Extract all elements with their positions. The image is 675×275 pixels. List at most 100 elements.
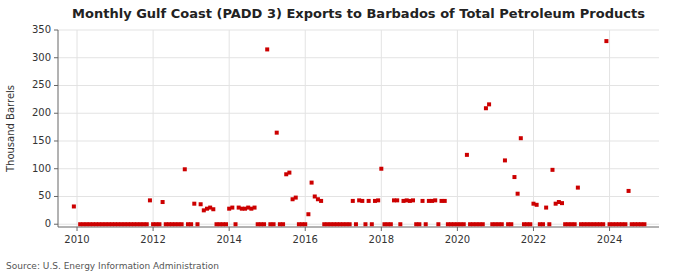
x-tick-label: 2018 bbox=[369, 234, 394, 245]
y-tick bbox=[54, 224, 58, 225]
point bbox=[348, 222, 352, 226]
point bbox=[360, 199, 364, 203]
point bbox=[481, 222, 485, 226]
point bbox=[627, 189, 631, 193]
point bbox=[512, 175, 516, 179]
point bbox=[424, 222, 428, 226]
y-grid-line bbox=[58, 57, 659, 58]
x-grid-line bbox=[305, 30, 306, 227]
point bbox=[376, 198, 380, 202]
point bbox=[484, 106, 488, 110]
point bbox=[287, 171, 291, 175]
x-tick bbox=[457, 227, 458, 231]
y-tick-label: 200 bbox=[32, 107, 51, 118]
point bbox=[354, 222, 358, 226]
point bbox=[211, 207, 215, 211]
point bbox=[503, 158, 507, 162]
grid bbox=[58, 30, 659, 227]
point bbox=[395, 198, 399, 202]
title: Monthly Gulf Coast (PADD 3) Exports to B… bbox=[72, 6, 645, 21]
y-grid-line bbox=[58, 30, 659, 31]
y-tick bbox=[54, 30, 58, 31]
point bbox=[623, 222, 627, 226]
point bbox=[560, 201, 564, 205]
point bbox=[72, 204, 76, 208]
y-axis-line bbox=[58, 30, 59, 227]
x-grid-line bbox=[457, 30, 458, 227]
x-tick bbox=[153, 227, 154, 231]
point bbox=[462, 222, 466, 226]
point bbox=[433, 198, 437, 202]
point bbox=[303, 222, 307, 226]
point bbox=[417, 222, 421, 226]
point bbox=[411, 198, 415, 202]
x-tick bbox=[229, 227, 230, 231]
y-axis-label: Thousand Barrels bbox=[5, 85, 16, 173]
x-tick bbox=[533, 227, 534, 231]
point bbox=[519, 136, 523, 140]
point bbox=[145, 222, 149, 226]
point bbox=[443, 199, 447, 203]
point bbox=[281, 222, 285, 226]
x-grid-line bbox=[609, 30, 610, 227]
point bbox=[306, 212, 310, 216]
point bbox=[183, 167, 187, 171]
y-grid-line bbox=[58, 140, 659, 141]
point bbox=[310, 181, 314, 185]
point bbox=[500, 222, 504, 226]
x-grid-line bbox=[77, 30, 78, 227]
point bbox=[224, 222, 228, 226]
point bbox=[363, 222, 367, 226]
points bbox=[72, 39, 647, 226]
x-grid-line bbox=[153, 30, 154, 227]
point bbox=[516, 192, 520, 196]
point bbox=[573, 222, 577, 226]
point bbox=[230, 206, 234, 210]
point bbox=[199, 202, 203, 206]
point bbox=[436, 222, 440, 226]
x-tick-label: 2012 bbox=[140, 234, 165, 245]
x-tick-label: 2022 bbox=[521, 234, 546, 245]
x-tick bbox=[381, 227, 382, 231]
x-tick-label: 2020 bbox=[445, 234, 470, 245]
point bbox=[265, 47, 269, 51]
point bbox=[294, 196, 298, 200]
y-tick-label: 0 bbox=[45, 218, 51, 229]
y-tick bbox=[54, 168, 58, 169]
y-tick-label: 50 bbox=[38, 190, 51, 201]
point bbox=[604, 39, 608, 43]
point bbox=[544, 206, 548, 210]
y-tick bbox=[54, 57, 58, 58]
point bbox=[465, 153, 469, 157]
point bbox=[487, 102, 491, 106]
chart-container: 0501001502002503003502010201220142016201… bbox=[0, 0, 675, 275]
y-tick bbox=[54, 85, 58, 86]
y-tick bbox=[54, 113, 58, 114]
x-grid-line bbox=[229, 30, 230, 227]
x-tick-label: 2024 bbox=[597, 234, 622, 245]
point bbox=[535, 203, 539, 207]
point bbox=[642, 222, 646, 226]
point bbox=[398, 222, 402, 226]
y-tick-label: 150 bbox=[32, 135, 51, 146]
x-tick-label: 2010 bbox=[64, 234, 89, 245]
point bbox=[547, 222, 551, 226]
point bbox=[234, 222, 238, 226]
point bbox=[272, 222, 276, 226]
y-grid-line bbox=[58, 196, 659, 197]
x-tick bbox=[609, 227, 610, 231]
y-tick-label: 300 bbox=[32, 52, 51, 63]
point bbox=[421, 199, 425, 203]
x-tick-label: 2014 bbox=[216, 234, 241, 245]
point bbox=[528, 222, 532, 226]
y-grid-line bbox=[58, 113, 659, 114]
point bbox=[275, 131, 279, 135]
point bbox=[576, 186, 580, 190]
point bbox=[262, 222, 266, 226]
x-grid-line bbox=[381, 30, 382, 227]
y-tick bbox=[54, 196, 58, 197]
point bbox=[253, 206, 257, 210]
point bbox=[157, 222, 161, 226]
x-axis-line bbox=[58, 227, 659, 228]
point bbox=[195, 222, 199, 226]
